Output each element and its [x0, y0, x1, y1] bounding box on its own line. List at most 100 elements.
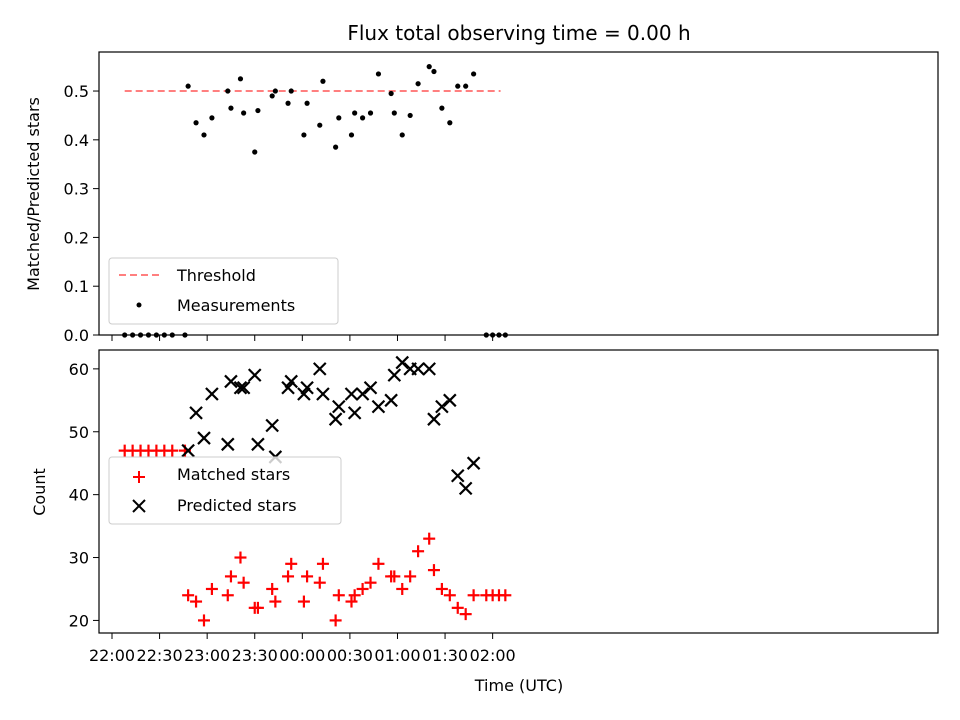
measurement-point: [375, 71, 382, 77]
predicted-star-point: [328, 412, 343, 426]
measurement-point: [333, 144, 339, 150]
measurement-point: [391, 110, 397, 116]
x-tick-label: 00:30: [327, 646, 373, 665]
bottom-y-ticks: 20 30 40 50 60: [69, 360, 99, 630]
top-legend: Threshold Measurements: [108, 257, 339, 325]
predicted-star-point: [284, 374, 298, 389]
measurement-point: [388, 90, 394, 97]
x-axis-label: Time (UTC): [474, 676, 563, 695]
bottom-y-axis-label: Count: [30, 468, 49, 516]
legend-threshold-label: Threshold: [176, 266, 256, 285]
predicted-star-point: [181, 443, 195, 458]
legend-matched-label: Matched stars: [177, 465, 290, 484]
top-marks: [122, 64, 508, 338]
predicted-star-point: [224, 374, 238, 389]
predicted-star-point: [332, 399, 346, 414]
top-y-ticks: 0.0 0.1 0.2 0.3 0.4 0.5: [64, 82, 99, 345]
legend-measurements-swatch: [136, 302, 142, 308]
matched-star-point: [345, 595, 358, 608]
predicted-star-point: [205, 387, 219, 401]
matched-star-point: [348, 589, 361, 602]
matched-star-point: [372, 557, 385, 570]
measurement-point: [426, 64, 432, 70]
predicted-star-point: [422, 362, 436, 376]
legend-predicted-label: Predicted stars: [177, 496, 297, 515]
measurement-point: [255, 107, 261, 114]
matched-star-point: [282, 570, 295, 583]
predicted-star-point: [363, 380, 378, 395]
measurement-point: [463, 83, 469, 89]
bottom-y-tick-label: 40: [69, 486, 89, 505]
x-tick-label: 01:30: [422, 646, 468, 665]
predicted-star-point: [371, 399, 386, 414]
measurement-point: [336, 115, 342, 121]
matched-star-point: [388, 570, 401, 583]
matched-star-point: [427, 564, 440, 577]
matched-star-point: [396, 582, 409, 595]
bottom-y-tick-label: 50: [69, 423, 89, 442]
matched-star-point: [316, 557, 329, 570]
measurement-point: [359, 115, 366, 121]
matched-star-point: [451, 601, 464, 614]
measurement-point: [185, 83, 191, 89]
predicted-star-point: [221, 437, 235, 452]
bottom-y-tick-label: 30: [69, 549, 89, 568]
predicted-star-point: [197, 431, 211, 445]
predicted-star-point: [466, 456, 481, 470]
matched-star-point: [221, 589, 234, 602]
measurement-point: [439, 105, 445, 111]
predicted-star-point: [312, 362, 327, 376]
predicted-star-point: [355, 387, 370, 401]
predicted-star-point: [384, 393, 398, 408]
predicted-star-point: [251, 437, 265, 452]
bottom-legend-box: [108, 456, 342, 525]
x-tick-label: 00:00: [279, 646, 325, 665]
measurement-point: [348, 132, 355, 138]
measurement-point: [471, 71, 477, 77]
measurement-point: [455, 83, 461, 89]
measurement-point: [431, 68, 437, 75]
legend-matched-swatch: [133, 471, 145, 483]
chart-title: Flux total observing time = 0.00 h: [347, 21, 690, 45]
top-axes-frame: [98, 51, 939, 336]
matched-star-point: [423, 532, 436, 545]
predicted-star-point: [435, 399, 449, 414]
legend-predicted-swatch: [132, 499, 146, 513]
measurement-point: [209, 115, 215, 121]
top-y-axis-label: Matched/Predicted stars: [24, 97, 43, 291]
matched-star-point: [166, 444, 179, 457]
measurement-point: [399, 132, 405, 138]
top-y-tick-label: 0.2: [64, 228, 89, 247]
matched-star-point: [301, 570, 314, 583]
measurement-point: [201, 132, 207, 138]
top-y-tick-label: 0.1: [64, 277, 89, 296]
predicted-star-point: [443, 393, 457, 408]
measurement-point: [269, 93, 275, 99]
matched-star-point: [190, 595, 203, 608]
measurement-point: [352, 110, 358, 116]
bottom-marks: [118, 355, 512, 627]
measurement-point: [252, 149, 258, 155]
measurement-point: [320, 78, 326, 84]
x-tick-label: 22:30: [137, 646, 183, 665]
bottom-axes-frame: [98, 349, 939, 634]
measurement-point: [304, 100, 310, 106]
matched-star-point: [237, 576, 250, 589]
matched-star-point: [285, 557, 298, 570]
top-panel: Flux total observing time = 0.00 h 0.00.…: [24, 21, 939, 345]
matched-star-point: [443, 589, 456, 602]
bottom-x-ticks: 22:00 22:30 23:00 23:30 00:00 00:30 01:00 01:30…: [89, 633, 516, 665]
measurement-point: [447, 120, 453, 126]
x-tick-label: 23:00: [184, 646, 230, 665]
matched-star-point: [356, 582, 369, 595]
matched-star-point: [205, 582, 218, 595]
matched-star-point: [459, 608, 472, 621]
measurement-point: [407, 112, 413, 119]
predicted-star-point: [247, 368, 262, 382]
predicted-star-point: [236, 380, 251, 395]
top-y-tick-label: 0.3: [64, 180, 89, 199]
predicted-star-point: [387, 368, 402, 382]
matched-star-point: [412, 545, 425, 558]
predicted-star-point: [189, 406, 203, 420]
